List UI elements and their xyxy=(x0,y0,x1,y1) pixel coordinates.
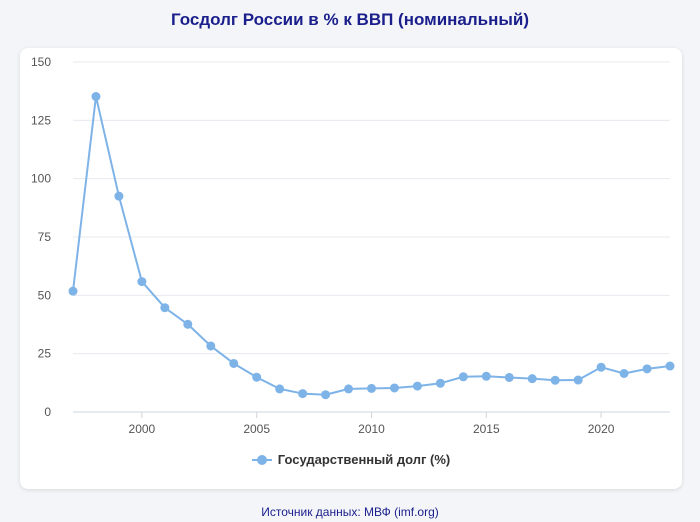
chart-legend[interactable]: Государственный долг (%) xyxy=(20,452,682,467)
y-tick-label: 50 xyxy=(38,288,52,302)
x-tick-label: 2000 xyxy=(129,422,156,436)
y-tick-label: 100 xyxy=(31,172,51,186)
data-point xyxy=(68,286,78,296)
chart-card: 0 25 50 75 100 125 150 2000 2005 2010 2015 2020 Гос… xyxy=(20,48,682,489)
data-point xyxy=(412,381,422,391)
data-point xyxy=(527,374,537,384)
data-point xyxy=(160,303,170,313)
data-point xyxy=(550,375,560,385)
x-tick-label: 2010 xyxy=(358,422,385,436)
page-title: Госдолг России в % к ВВП (номинальный) xyxy=(170,10,530,29)
data-point xyxy=(573,375,583,385)
data-point xyxy=(114,191,124,201)
data-point xyxy=(344,384,354,394)
line-chart: 0 25 50 75 100 125 150 2000 2005 2010 2015 2020 xyxy=(31,55,675,436)
data-point xyxy=(367,383,376,393)
y-tick-label: 25 xyxy=(38,347,52,361)
data-point xyxy=(389,383,399,393)
data-point xyxy=(252,372,262,382)
data-source-note: Источник данных: МВФ (imf.org) xyxy=(261,505,439,519)
x-tick-label: 2020 xyxy=(588,422,615,436)
y-tick-label: 125 xyxy=(31,113,51,127)
data-point xyxy=(298,389,308,399)
x-tick-label: 2015 xyxy=(473,422,500,436)
data-point xyxy=(435,378,445,388)
y-tick-label: 0 xyxy=(44,405,51,419)
data-point xyxy=(504,372,514,382)
data-point xyxy=(596,362,606,372)
data-point xyxy=(137,277,147,287)
y-tick-label: 75 xyxy=(38,230,52,244)
x-tick-label: 2005 xyxy=(243,422,270,436)
data-point xyxy=(619,369,629,378)
data-point xyxy=(642,364,652,374)
data-point xyxy=(206,341,216,351)
y-tick-label: 150 xyxy=(31,55,51,69)
data-point xyxy=(229,358,239,368)
data-point xyxy=(481,371,491,381)
data-point xyxy=(275,384,285,394)
data-point xyxy=(91,92,101,102)
data-point xyxy=(458,372,468,382)
legend-label: Государственный долг (%) xyxy=(277,452,451,467)
series-line xyxy=(72,95,671,396)
legend-marker-icon xyxy=(251,454,272,466)
data-point xyxy=(321,390,331,400)
data-point xyxy=(183,319,193,329)
data-point xyxy=(665,361,675,371)
